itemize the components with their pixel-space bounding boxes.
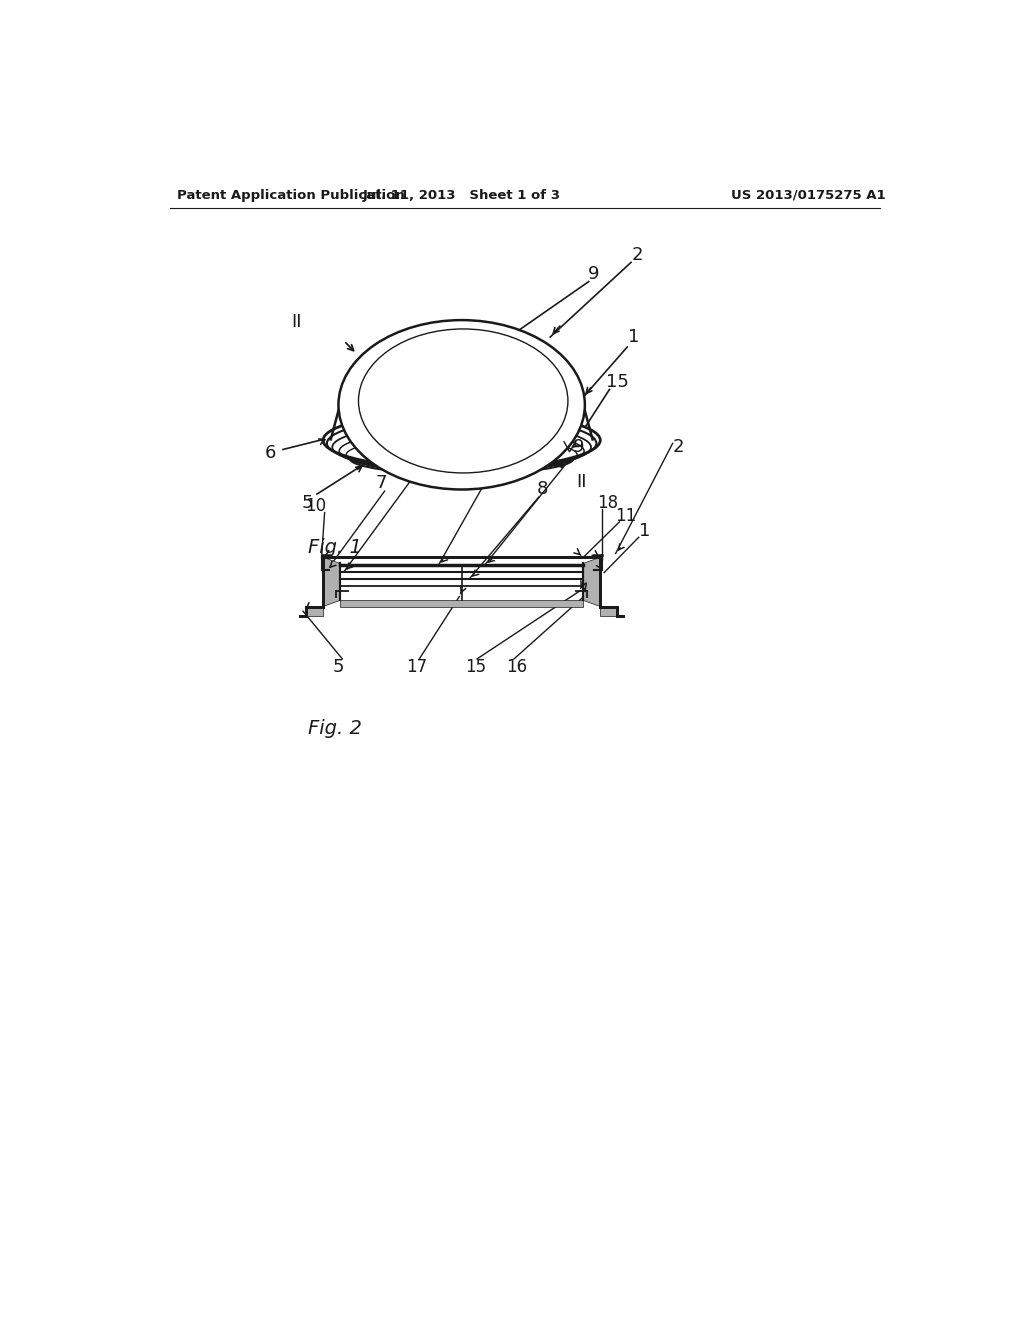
Text: 15: 15	[465, 657, 486, 676]
Text: Patent Application Publication: Patent Application Publication	[177, 189, 404, 202]
Polygon shape	[600, 607, 617, 615]
Text: Fig. 2: Fig. 2	[307, 718, 361, 738]
Text: 7: 7	[376, 474, 387, 492]
Text: 5: 5	[333, 657, 344, 676]
Ellipse shape	[350, 444, 573, 474]
Text: US 2013/0175275 A1: US 2013/0175275 A1	[731, 189, 886, 202]
Text: 6: 6	[409, 458, 420, 475]
Ellipse shape	[323, 412, 600, 469]
Text: 15: 15	[606, 372, 629, 391]
Text: 2: 2	[632, 246, 643, 264]
Ellipse shape	[339, 321, 585, 490]
Text: 2: 2	[673, 438, 685, 457]
Text: 6: 6	[265, 445, 276, 462]
Text: 11: 11	[615, 507, 636, 524]
Text: 10: 10	[305, 498, 326, 515]
Text: Jul. 11, 2013   Sheet 1 of 3: Jul. 11, 2013 Sheet 1 of 3	[362, 189, 561, 202]
Text: II: II	[575, 473, 587, 491]
Polygon shape	[323, 557, 340, 607]
Text: 21: 21	[487, 446, 509, 463]
Text: 9: 9	[573, 438, 585, 457]
Text: 9: 9	[589, 265, 600, 282]
Text: II: II	[291, 313, 301, 330]
Polygon shape	[340, 601, 584, 607]
Bar	[306, 557, 617, 615]
Text: Fig. 1: Fig. 1	[307, 537, 361, 557]
Text: 1: 1	[639, 523, 650, 540]
Text: 1: 1	[628, 329, 639, 346]
Text: 18: 18	[597, 494, 618, 512]
Text: 8: 8	[537, 480, 548, 499]
Polygon shape	[306, 607, 323, 615]
Polygon shape	[584, 557, 600, 607]
Text: 5: 5	[302, 495, 313, 512]
Text: 16: 16	[507, 657, 527, 676]
Text: 17: 17	[407, 657, 428, 676]
